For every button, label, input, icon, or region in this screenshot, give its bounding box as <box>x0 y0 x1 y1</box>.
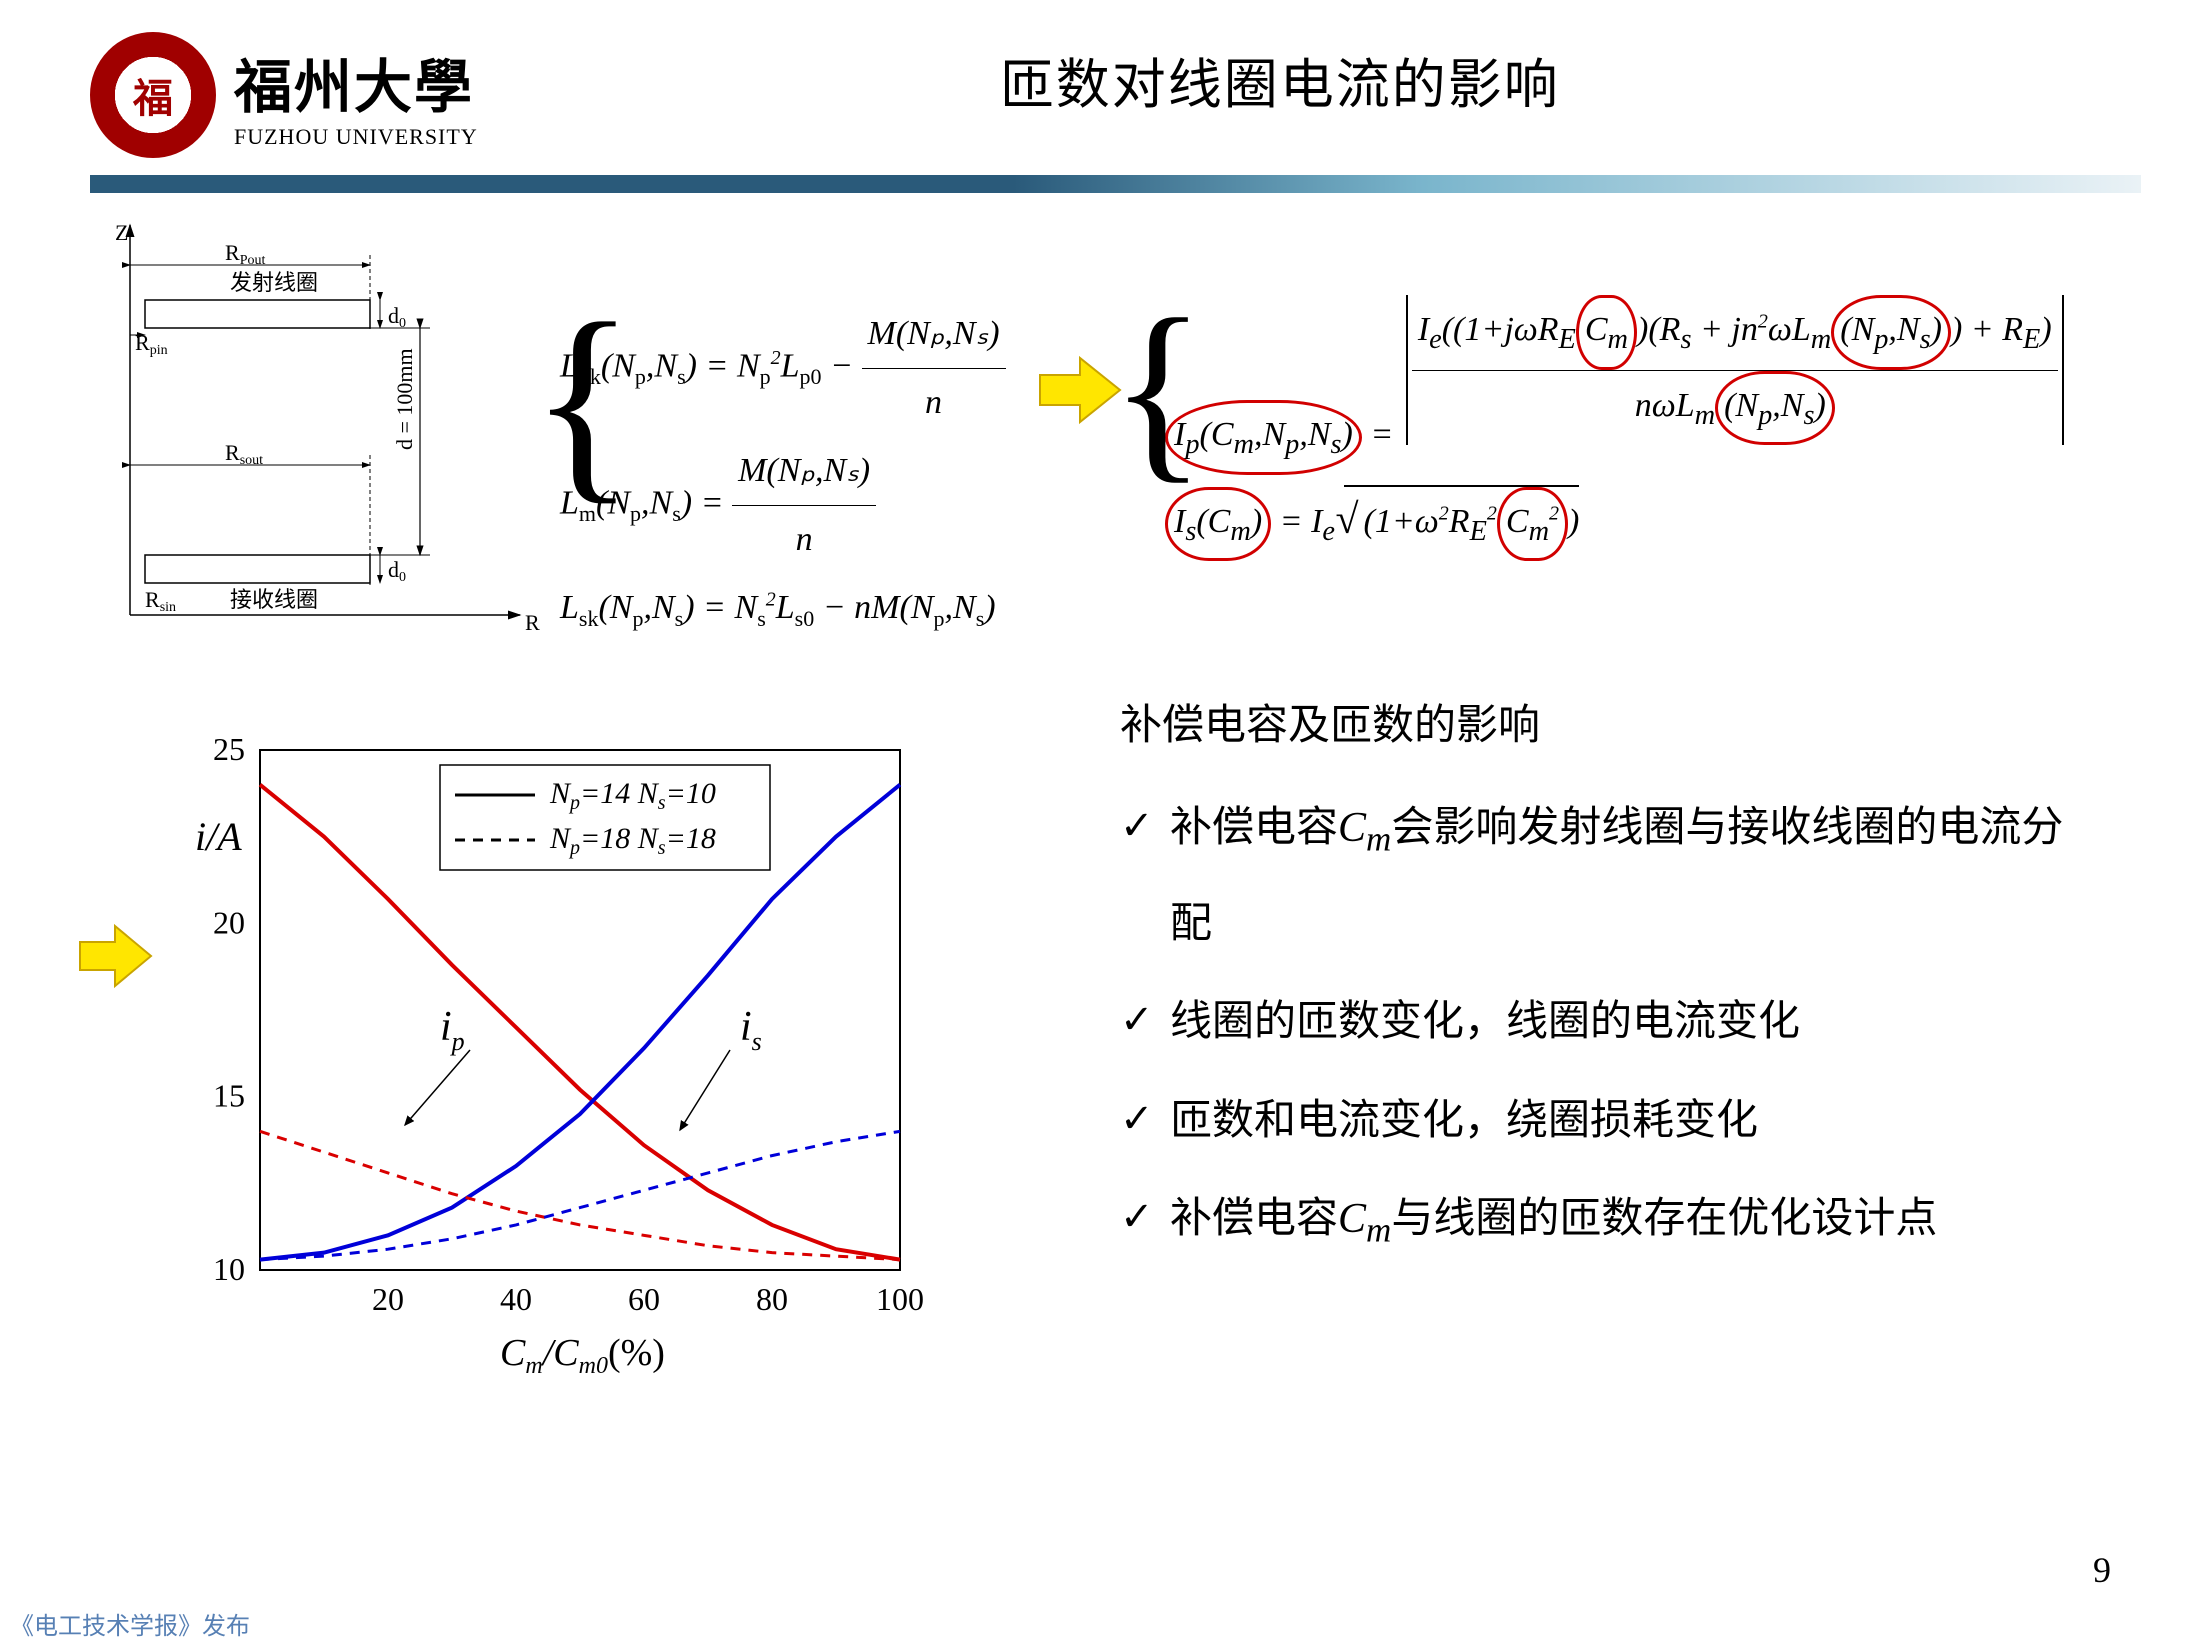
arrow-icon <box>75 920 155 992</box>
current-vs-cm-chart: Np=14 Ns=10 Np=18 Ns=18 2040608010010152… <box>150 730 940 1390</box>
header-divider <box>90 175 2141 193</box>
bullet-item: 线圈的匝数变化，线圈的电流变化 <box>1120 976 2100 1068</box>
z-axis-label: Z <box>115 220 128 245</box>
svg-text:RPout: RPout <box>225 240 265 268</box>
eq-lsk: Lsk(Np,Ns) = Ns2Ls0 − nM(Np,Ns) <box>560 574 1100 642</box>
svg-text:Cm/Cm0(%): Cm/Cm0(%) <box>500 1332 665 1379</box>
eq-ip: Ip(Cm,Np,Ns) = Ie((1+jωRECm)(Rs + jn2ωLm… <box>1165 295 2165 475</box>
svg-text:20: 20 <box>213 904 245 940</box>
bullet-list: 补偿电容及匝数的影响 补偿电容Cm会影响发射线圈与接收线圈的电流分配 线圈的匝数… <box>1120 680 2100 1274</box>
highlight-circle: (Np,Ns) <box>1831 295 1951 370</box>
svg-text:40: 40 <box>500 1281 532 1317</box>
logo-text: 福 <box>133 66 173 124</box>
eq-is: Is(Cm) = Ie (1+ω2RE2Cm2) <box>1165 485 2165 562</box>
left-brace-icon: { <box>1110 300 1206 480</box>
page-number: 9 <box>2093 1549 2111 1591</box>
equations-current: { Ip(Cm,Np,Ns) = Ie((1+jωRECm)(Rs + jn2ω… <box>1165 295 2165 561</box>
university-en: FUZHOU UNIVERSITY <box>234 124 478 150</box>
svg-text:80: 80 <box>756 1281 788 1317</box>
svg-text:接收线圈: 接收线圈 <box>230 587 318 612</box>
university-cn: 福州大學 <box>234 40 478 124</box>
svg-text:d0: d0 <box>388 303 406 331</box>
left-brace-icon: { <box>530 300 636 500</box>
watermark: 《电工技术学报》发布 <box>10 1606 250 1641</box>
svg-text:20: 20 <box>372 1281 404 1317</box>
eq-lpk: Lpk(Np,Ns) = Np2Lp0 − M(Nₚ,Nₛ)n <box>560 300 1100 437</box>
bullet-heading: 补偿电容及匝数的影响 <box>1120 680 2100 772</box>
university-name: 福州大學 FUZHOU UNIVERSITY <box>234 40 478 150</box>
page-title: 匝数对线圈电流的影响 <box>1000 40 1560 119</box>
svg-text:Rsout: Rsout <box>225 440 263 468</box>
bullet-item: 匝数和电流变化，绕圈损耗变化 <box>1120 1075 2100 1167</box>
svg-text:d0: d0 <box>388 557 406 585</box>
university-logo: 福 <box>90 32 216 158</box>
highlight-circle: Cm2 <box>1497 487 1568 562</box>
svg-text:15: 15 <box>213 1078 245 1114</box>
coil-geometry-diagram: Z R 发射线圈 RPout Rpin d0 接收线圈 Rsout Rsin d… <box>90 215 550 645</box>
svg-text:Rsin: Rsin <box>145 587 176 615</box>
svg-text:d = 100mm: d = 100mm <box>392 348 417 450</box>
svg-text:25: 25 <box>213 731 245 767</box>
svg-text:100: 100 <box>876 1281 924 1317</box>
highlight-circle: (Np,Ns) <box>1715 371 1835 446</box>
bullet-item: 补偿电容Cm与线圈的匝数存在优化设计点 <box>1120 1173 2100 1268</box>
svg-text:i/A: i/A <box>195 814 242 859</box>
highlight-circle: Cm <box>1576 295 1637 370</box>
svg-text:60: 60 <box>628 1281 660 1317</box>
bullet-item: 补偿电容Cm会影响发射线圈与接收线圈的电流分配 <box>1120 782 2100 970</box>
equations-inductance: { Lpk(Np,Ns) = Np2Lp0 − M(Nₚ,Nₛ)n Lm(Np,… <box>560 300 1100 642</box>
svg-text:发射线圈: 发射线圈 <box>230 270 318 295</box>
svg-text:10: 10 <box>213 1251 245 1287</box>
svg-text:Rpin: Rpin <box>135 330 168 358</box>
r-axis-label: R <box>525 610 540 635</box>
eq-lm: Lm(Np,Ns) = M(Nₚ,Nₛ)n <box>560 437 1100 574</box>
